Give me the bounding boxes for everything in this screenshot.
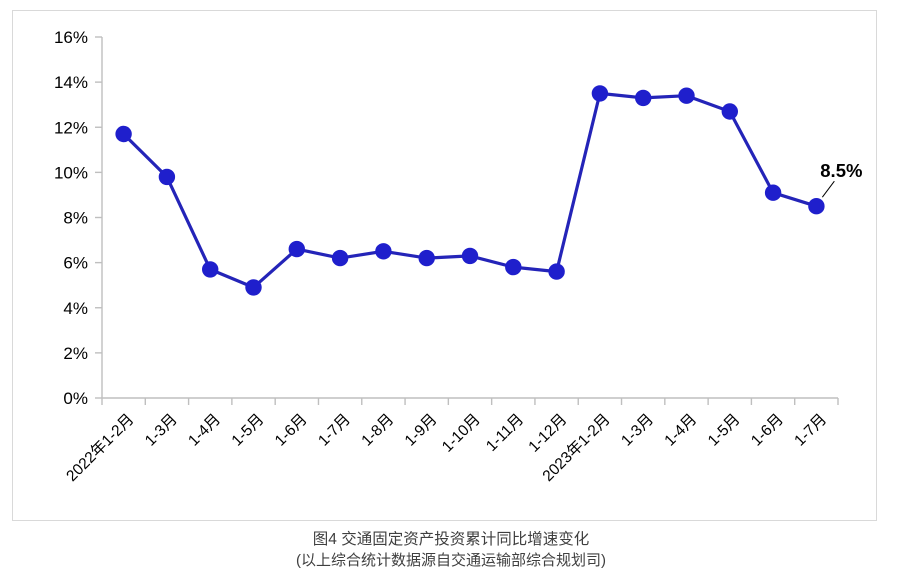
- data-point: [505, 258, 522, 276]
- y-tick-label: 6%: [63, 254, 88, 273]
- annotation-label: 8.5%: [820, 160, 862, 181]
- x-tick-label: 1-11月: [483, 411, 527, 455]
- data-point: [331, 249, 349, 267]
- caption-title: 图4 交通固定资产投资累计同比增速变化: [312, 531, 590, 548]
- data-point: [202, 261, 219, 278]
- data-point: [635, 89, 652, 107]
- x-tick-label: 1-9月: [402, 411, 441, 450]
- y-tick-label: 8%: [63, 209, 88, 228]
- x-tick-label: 1-5月: [705, 411, 744, 450]
- y-tick-label: 0%: [63, 389, 88, 408]
- x-tick-label: 1-5月: [229, 411, 268, 450]
- data-point: [245, 279, 262, 296]
- y-tick-label: 12%: [54, 118, 88, 137]
- data-point: [548, 263, 565, 280]
- x-tick-label: 1-6月: [748, 411, 787, 450]
- x-tick-label: 1-7月: [791, 411, 830, 450]
- x-tick-label: 1-10月: [439, 411, 484, 456]
- data-point: [288, 240, 305, 258]
- data-point: [591, 85, 609, 102]
- data-point: [115, 125, 132, 143]
- data-point: [678, 87, 695, 104]
- y-tick-label: 2%: [63, 344, 88, 363]
- x-tick-label: 1-3月: [142, 411, 181, 450]
- x-tick-label: 1-7月: [315, 411, 354, 450]
- data-point: [764, 184, 782, 201]
- x-tick-label: 1-3月: [618, 411, 657, 450]
- x-tick-label: 1-6月: [272, 411, 311, 450]
- annotation-leader-line: [821, 180, 835, 198]
- chart-frame: 0% 2% 4% 6% 8% 10% 12% 14% 16% 2022年1-2月 1-3月 1-4月 1…: [12, 10, 877, 521]
- x-tick-label: 2022年1-2月: [63, 410, 138, 485]
- y-tick-label: 10%: [54, 163, 88, 182]
- x-tick-label: 1-4月: [185, 411, 224, 450]
- line-chart: 0%2%4%6%8%10%12%14%16%2022年1-2月 1-3月 1-4月 1…: [54, 28, 862, 485]
- data-point: [375, 243, 392, 260]
- y-tick-label: 4%: [63, 299, 88, 318]
- figure-caption: 图4 交通固定资产投资累计同比增速变化 (以上综合统计数据源自交通运输部综合规划…: [0, 529, 902, 571]
- data-point: [418, 249, 435, 267]
- x-tick-label: 1-4月: [661, 411, 700, 450]
- x-tick-label: 1-8月: [358, 411, 397, 450]
- data-point: [808, 198, 825, 215]
- caption-source: (以上综合统计数据源自交通运输部综合规划司): [296, 552, 606, 569]
- y-tick-label: 16%: [54, 28, 88, 47]
- data-point: [721, 103, 738, 120]
- data-point: [158, 168, 176, 186]
- data-point: [461, 247, 479, 265]
- y-tick-label: 14%: [54, 73, 88, 92]
